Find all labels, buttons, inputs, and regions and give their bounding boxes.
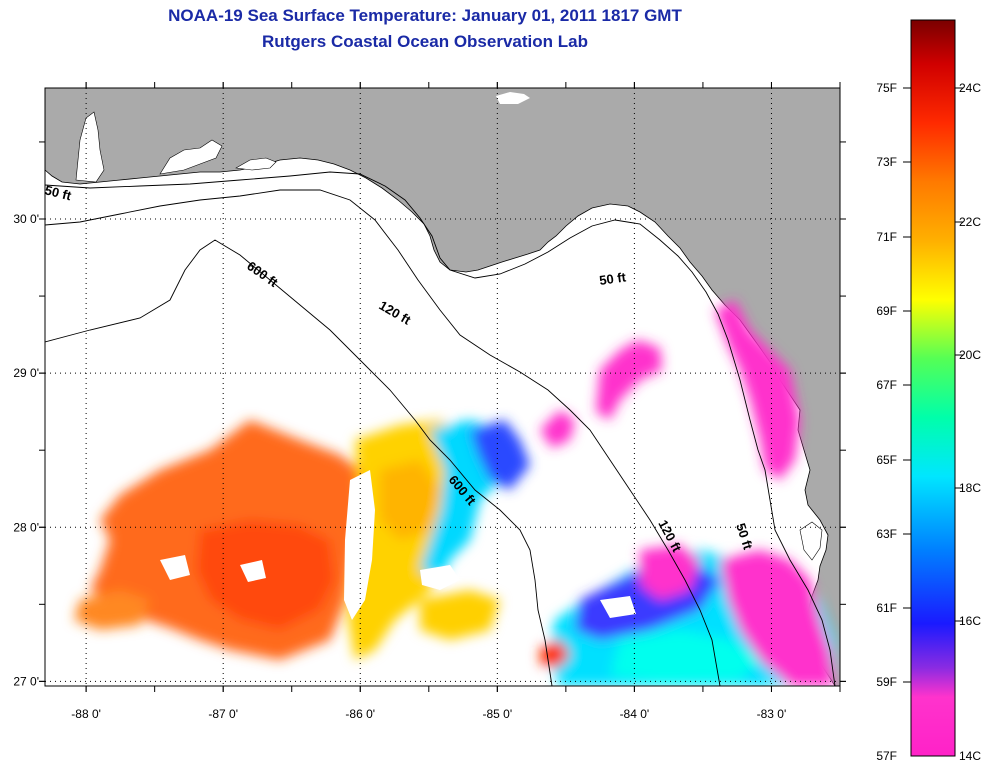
title-line-2: Rutgers Coastal Ocean Observation Lab — [262, 32, 588, 51]
colorbar-c-label: 22C — [959, 215, 981, 229]
lon-tick-label: -84 0' — [620, 707, 650, 721]
pensacola-bay — [159, 139, 223, 175]
colorbar-f-label: 65F — [876, 453, 897, 467]
colorbar-f-label: 59F — [876, 675, 897, 689]
lat-tick-label: 27 0' — [13, 674, 39, 688]
colorbar-f-label: 57F — [876, 749, 897, 763]
colorbar-f-label: 67F — [876, 378, 897, 392]
bathymetry-contours — [45, 171, 836, 686]
lon-tick-label: -88 0' — [71, 707, 101, 721]
colorbar-f-label: 75F — [876, 81, 897, 95]
map-ticks — [39, 82, 846, 692]
lat-tick-label: 30 0' — [13, 212, 39, 226]
colorbar-gradient — [910, 19, 956, 757]
contour-label: 50 ft — [43, 182, 73, 203]
map-frame — [44, 87, 841, 687]
colorbar-f-label: 71F — [876, 230, 897, 244]
colorbar-c-label: 18C — [959, 481, 981, 495]
colorbar-ticks — [903, 87, 963, 683]
lon-tick-label: -85 0' — [482, 707, 512, 721]
lon-tick-label: -87 0' — [208, 707, 238, 721]
contour-600ft — [45, 239, 553, 686]
lat-tick-label: 29 0' — [13, 366, 39, 380]
colorbar-c-label: 14C — [959, 749, 981, 763]
contour-120ft — [45, 189, 721, 686]
colorbar-f-label: 73F — [876, 155, 897, 169]
mobile-bay — [75, 111, 105, 183]
colorbar-f-label: 69F — [876, 304, 897, 318]
colorbar-f-label: 63F — [876, 527, 897, 541]
tampa-bay — [799, 521, 823, 561]
colorbar-c-label: 16C — [959, 614, 981, 628]
lon-tick-label: -86 0' — [345, 707, 375, 721]
colorbar-f-label: 61F — [876, 601, 897, 615]
map-tick-labels: -88 0' -87 0' -86 0' -85 0' -84 0' -83 0' 30 0… — [13, 212, 786, 721]
contour-label: 50 ft — [598, 269, 627, 288]
lat-tick-label: 28 0' — [13, 520, 39, 534]
inland-lake — [496, 92, 530, 104]
sst-data-layer — [74, 300, 835, 686]
colorbar-c-label: 24C — [959, 81, 981, 95]
choctawhatchee-bay — [235, 157, 277, 171]
title-line-1: NOAA-19 Sea Surface Temperature: January… — [168, 6, 682, 25]
colorbar-c-label: 20C — [959, 348, 981, 362]
contour-50ft — [45, 171, 836, 686]
colorbar-labels: 75F 73F 71F 69F 67F 65F 63F 61F 59F 57F 24C 22C 20C 1… — [876, 81, 981, 763]
lon-tick-label: -83 0' — [757, 707, 787, 721]
